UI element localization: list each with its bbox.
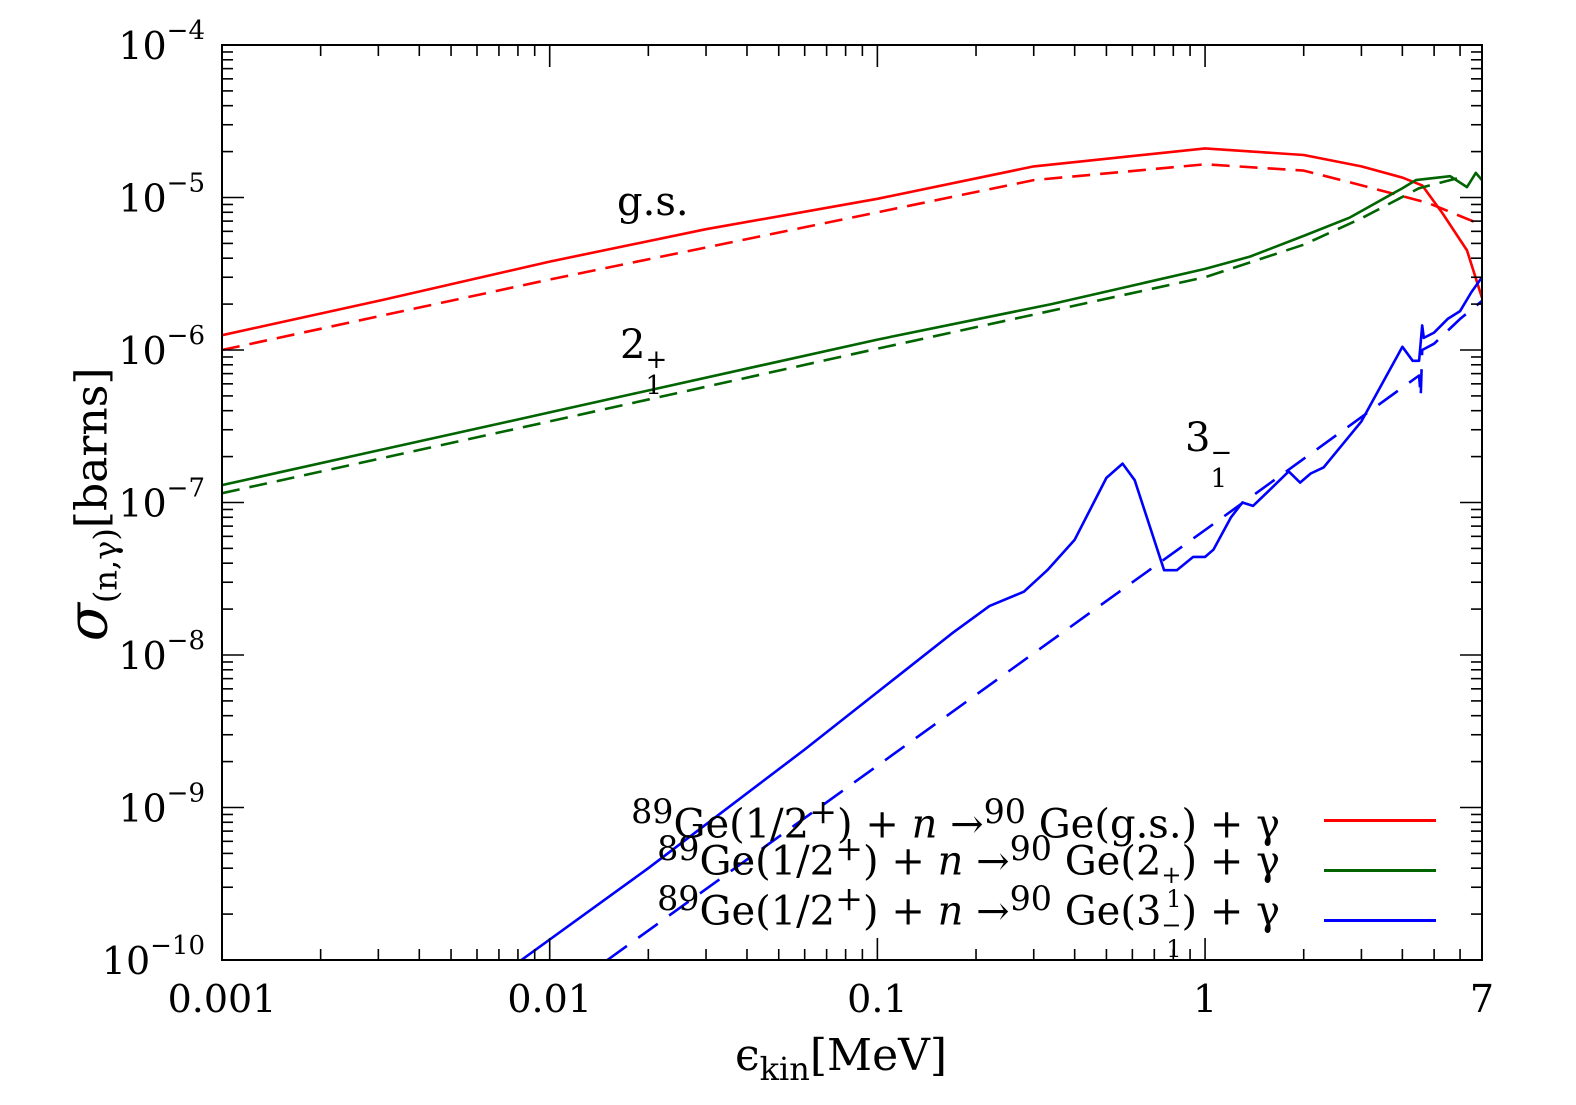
legend-label: 89Ge(1/2+) + n →90 Ge(3−1) + γ [657, 879, 1280, 963]
annotation-gs: g.s. [617, 179, 689, 225]
annotation-3-1-minus: 3−1 [1185, 415, 1233, 494]
x-tick-label: 0.01 [507, 977, 592, 1021]
y-tick-label: 10−8 [118, 626, 205, 678]
x-tick-label: 7 [1470, 977, 1494, 1021]
series-line-2-solid [222, 171, 1482, 487]
legend: 89Ge(1/2+) + n →90 Ge(g.s.) + γ 89Ge(1/2… [631, 792, 1436, 961]
legend-label: 89Ge(1/2+) + n →90 Ge(2 +1) + γ [657, 829, 1280, 913]
y-tick-label: 10−6 [118, 321, 205, 373]
y-tick-label: 10−7 [118, 474, 205, 526]
legend-swatch-blue [1324, 918, 1436, 922]
x-tick-label: 0.001 [168, 977, 277, 1021]
y-tick-label: 10−4 [118, 16, 205, 68]
series-line-0-solid [222, 147, 1482, 337]
legend-swatch-red [1324, 818, 1436, 822]
legend-entry-3-1-minus: 89Ge(1/2+) + n →90 Ge(3−1) + γ [631, 879, 1436, 961]
legend-label: 89Ge(1/2+) + n →90 Ge(g.s.) + γ [631, 792, 1280, 848]
x-tick-label: 1 [1193, 977, 1217, 1021]
series-line-3-dashed [222, 176, 1461, 495]
legend-entry-gs: 89Ge(1/2+) + n →90 Ge(g.s.) + γ [631, 792, 1436, 848]
y-tick-label: 10−5 [118, 169, 205, 221]
y-axis-label: σ(n,γ)[barns] [55, 367, 125, 642]
legend-entry-2-1-plus: 89Ge(1/2+) + n →90 Ge(2 +1) + γ [631, 829, 1436, 911]
x-tick-label: 0.1 [847, 977, 907, 1021]
legend-swatch-green [1324, 868, 1436, 872]
y-tick-label: 10−10 [102, 931, 205, 983]
annotation-2-1-plus: 2 +1 [620, 322, 668, 401]
x-axis-label: ϵkin[MeV] [735, 1030, 948, 1088]
series-line-1-dashed [222, 163, 1482, 352]
y-tick-label: 10−9 [118, 779, 205, 831]
series-line-5-dashed [606, 299, 1482, 960]
